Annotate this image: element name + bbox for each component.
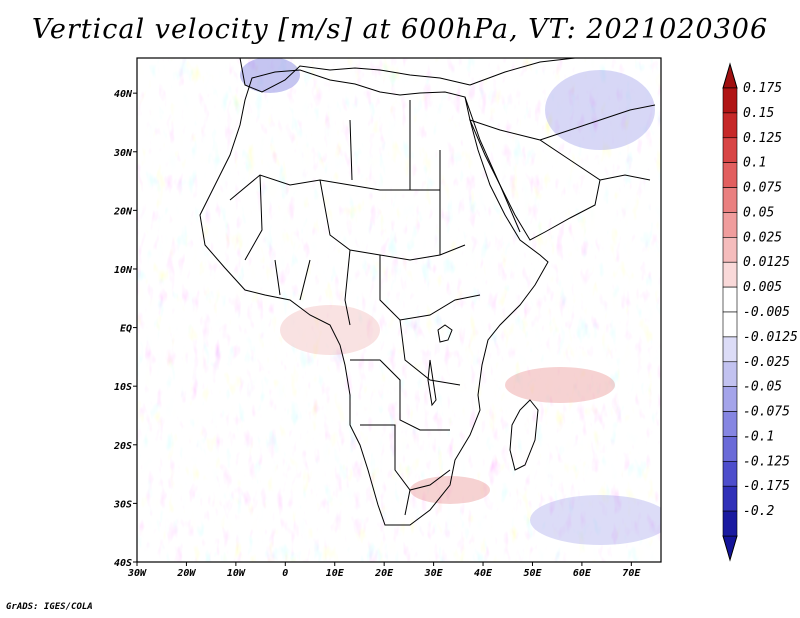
colorbar-top-arrow — [722, 62, 738, 89]
colorbar: 0.175 0.15 0.125 0.1 0.075 0.05 0.025 0.0125 0.0… — [722, 62, 798, 562]
colorbar-swatch — [722, 311, 738, 338]
lon-tick-label: 30E — [424, 568, 444, 579]
colorbar-swatch — [722, 112, 738, 139]
colorbar-swatch — [722, 162, 738, 188]
colorbar-label: 0.175 — [743, 81, 782, 96]
colorbar-label: -0.05 — [743, 380, 782, 395]
colorbar-swatch — [722, 485, 738, 512]
lon-tick-label: 40E — [474, 568, 493, 579]
lon-tick-label: 60E — [573, 568, 592, 579]
colorbar-swatch — [722, 386, 738, 412]
colorbar-label: 0.025 — [743, 230, 782, 245]
lat-tick-label: 20N — [113, 206, 133, 217]
colorbar-swatch — [722, 336, 738, 363]
lon-axis: 30W 20W 10W 0 10E 20E 30E 40E 50E 60E 70E — [127, 562, 641, 579]
colorbar-label: -0.025 — [743, 355, 790, 370]
colorbar-label: 0.15 — [743, 106, 774, 121]
lat-tick-label: 20S — [113, 441, 132, 452]
coastlines — [199, 58, 656, 526]
lon-tick-label: 70E — [622, 568, 641, 579]
chart-title: Vertical velocity [m/s] at 600hPa, VT: 2… — [31, 14, 769, 45]
lon-tick-label: 50E — [523, 568, 542, 579]
colorbar-label: -0.2 — [743, 504, 774, 519]
colorbar-label: 0.125 — [743, 131, 782, 146]
lat-tick-label: EQ — [120, 324, 132, 335]
colorbar-label: -0.175 — [743, 479, 790, 494]
colorbar-label: -0.0125 — [743, 330, 798, 345]
colorbar-swatch — [722, 361, 738, 387]
lat-tick-label: 10N — [114, 265, 133, 276]
credit-text: GrADS: IGES/COLA — [6, 602, 93, 612]
velocity-field — [137, 58, 661, 562]
plot-frame — [136, 57, 662, 563]
lon-tick-label: 20E — [374, 568, 394, 579]
lon-tick-label: 30W — [127, 568, 147, 579]
colorbar-swatch — [722, 411, 738, 437]
lat-tick-label: 30N — [113, 148, 133, 159]
lon-tick-label: 10W — [227, 568, 246, 579]
colorbar-swatch — [722, 436, 738, 462]
lon-tick-label: 10E — [326, 568, 345, 579]
colorbar-label: 0.05 — [743, 205, 774, 220]
lon-tick-label: 20W — [176, 568, 196, 579]
colorbar-swatch — [722, 237, 738, 263]
lat-tick-label: 30S — [113, 499, 132, 510]
colorbar-swatch — [722, 187, 738, 213]
lon-tick-label: 0 — [282, 568, 288, 579]
colorbar-label: -0.1 — [743, 429, 774, 444]
colorbar-swatch — [722, 510, 738, 537]
colorbar-swatch — [722, 87, 738, 114]
colorbar-bottom-arrow — [722, 535, 738, 562]
lat-tick-label: 10S — [114, 382, 132, 393]
colorbar-swatch — [722, 461, 738, 487]
colorbar-label: 0.075 — [743, 181, 782, 196]
lat-axis: 40S 30S 20S 10S EQ 10N 20N 30N 40N — [113, 89, 137, 569]
lat-tick-label: 40N — [114, 89, 133, 100]
colorbar-swatch — [722, 286, 738, 313]
colorbar-label: 0.1 — [743, 156, 766, 171]
colorbar-label: -0.075 — [743, 405, 790, 420]
colorbar-label: -0.005 — [743, 305, 790, 320]
colorbar-swatch — [722, 137, 738, 163]
colorbar-label: 0.005 — [743, 280, 782, 295]
colorbar-label: -0.125 — [743, 454, 790, 469]
lat-tick-label: 40S — [114, 558, 132, 569]
colorbar-swatch — [722, 212, 738, 238]
colorbar-label: 0.0125 — [743, 255, 790, 270]
colorbar-swatch — [722, 261, 738, 288]
